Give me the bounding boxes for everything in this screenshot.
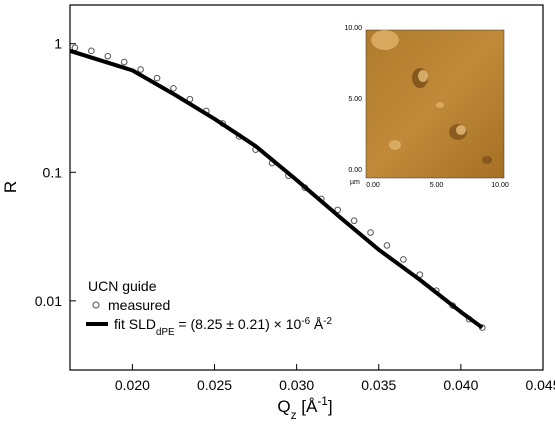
data-point xyxy=(171,85,177,91)
inset-image xyxy=(366,30,504,178)
data-point xyxy=(368,230,374,236)
y-tick-label: 1 xyxy=(54,36,62,52)
x-tick-label: 0.030 xyxy=(279,377,314,393)
inset-y-tick-label: 0.00 xyxy=(348,167,362,174)
x-tick-label: 0.040 xyxy=(443,377,478,393)
data-point xyxy=(89,48,95,54)
x-axis-label: Qz [Å-1] xyxy=(277,394,332,422)
text-part: -1 xyxy=(317,394,328,408)
chart: µm R Qz [Å-1] UCN guide 0.020 0.025 0.030 0… xyxy=(0,0,555,429)
inset-y-tick-label: 5.00 xyxy=(348,96,362,103)
data-point xyxy=(384,243,390,249)
data-point xyxy=(121,59,127,65)
x-tick-label: 0.025 xyxy=(197,377,232,393)
y-tick-label: 0.01 xyxy=(35,293,62,309)
data-point xyxy=(105,53,111,59)
data-point xyxy=(351,218,357,224)
inset-unit: µm xyxy=(350,179,360,186)
legend-label: measured xyxy=(108,297,170,313)
legend-title: UCN guide xyxy=(88,278,157,294)
y-tick-label: 0.1 xyxy=(43,164,63,180)
y-axis-label: R xyxy=(1,181,20,193)
text-part: Q xyxy=(277,397,290,416)
text-part: measured xyxy=(108,297,170,313)
legend-marker xyxy=(93,302,99,308)
data-point xyxy=(154,75,160,81)
text-part: Å xyxy=(310,316,324,332)
x-tick-label: 0.020 xyxy=(115,377,150,393)
text-part: ] xyxy=(328,397,333,416)
x-tick-label: 0.035 xyxy=(361,377,396,393)
data-point xyxy=(138,67,144,73)
text-part: dPE xyxy=(156,327,175,338)
text-part: = (8.25 ± 0.21) × 10 xyxy=(175,316,302,332)
x-tick-label: 0.045 xyxy=(525,377,555,393)
inset-x-tick-label: 5.00 xyxy=(430,182,444,189)
inset-y-tick-label: 10.00 xyxy=(344,25,362,32)
data-point xyxy=(401,257,407,263)
inset-x-tick-label: 0.00 xyxy=(366,182,380,189)
text-part: fit SLD xyxy=(114,316,156,332)
legend-label: fit SLDdPE = (8.25 ± 0.21) × 10-6 Å-2 xyxy=(114,316,332,338)
inset-x-tick-label: 10.00 xyxy=(491,182,509,189)
text-part: [Å xyxy=(297,397,318,416)
text-part: -2 xyxy=(323,316,332,327)
